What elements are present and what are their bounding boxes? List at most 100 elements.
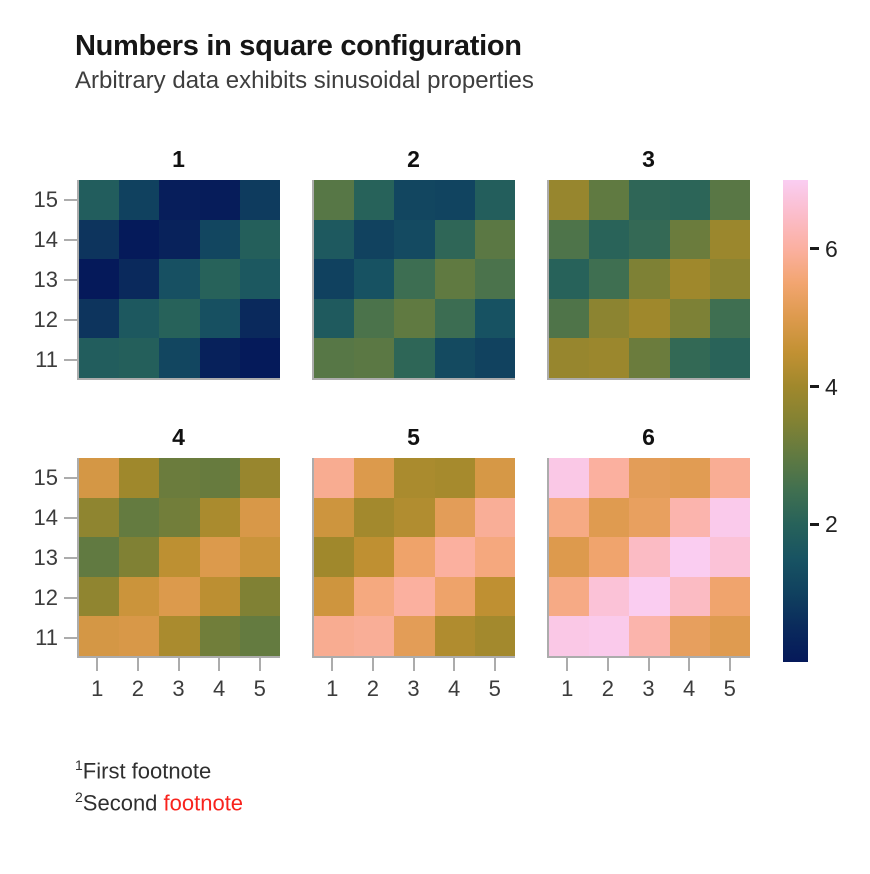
x-axis-tick	[331, 658, 334, 671]
y-axis-tick	[64, 597, 77, 599]
heatmap-cell	[79, 497, 120, 538]
heatmap-cell	[394, 219, 435, 260]
footnote-2-highlight: footnote	[163, 790, 244, 816]
heatmap-cell	[709, 338, 750, 378]
heatmap-cell	[394, 458, 435, 498]
heatmap-cell	[199, 338, 240, 378]
heatmap-cell	[434, 458, 475, 498]
heatmap-cell	[354, 259, 395, 299]
heatmap-cell	[79, 180, 120, 220]
heatmap-cell	[629, 338, 670, 378]
heatmap-cell	[474, 458, 515, 498]
heatmap-cell	[549, 458, 590, 498]
colorbar-tick-label: 2	[825, 511, 838, 538]
heatmap-cell	[314, 576, 355, 617]
heatmap-cell	[474, 259, 515, 299]
heatmap-cell	[119, 298, 160, 339]
heatmap-cell	[549, 298, 590, 339]
heatmap-cell	[314, 537, 355, 577]
x-axis-tick	[218, 658, 221, 671]
heatmap-cell	[474, 537, 515, 577]
heatmap-cell	[394, 180, 435, 220]
heatmap-cell	[629, 259, 670, 299]
y-axis-tick	[64, 319, 77, 321]
heatmap-cell	[314, 458, 355, 498]
heatmap-cell	[549, 497, 590, 538]
heatmap-cell	[669, 537, 710, 577]
heatmap-cell	[709, 458, 750, 498]
heatmap-cell	[239, 616, 280, 656]
heatmap-cell	[394, 537, 435, 577]
heatmap-cell	[314, 259, 355, 299]
heatmap-cell	[354, 180, 395, 220]
colorbar-tick	[810, 247, 819, 251]
heatmap-cell	[79, 298, 120, 339]
heatmap-cell	[354, 219, 395, 260]
heatmap-cell	[629, 298, 670, 339]
heatmap-cell	[669, 338, 710, 378]
x-tick-label: 5	[488, 676, 501, 701]
heatmap-cell	[549, 616, 590, 656]
heatmap-panel-3	[547, 180, 750, 380]
footnote-1: 1First footnote	[75, 757, 211, 784]
heatmap-cell	[549, 537, 590, 577]
heatmap-cell	[354, 298, 395, 339]
heatmap-cell	[589, 497, 630, 538]
heatmap-cell	[394, 338, 435, 378]
y-axis-tick	[64, 637, 77, 639]
heatmap-cell	[474, 338, 515, 378]
heatmap-cell	[239, 219, 280, 260]
heatmap-cell	[549, 338, 590, 378]
heatmap-cell	[434, 537, 475, 577]
heatmap-cell	[629, 576, 670, 617]
heatmap-cell	[589, 338, 630, 378]
x-tick-label: 2	[366, 676, 380, 701]
y-tick-label: 12	[33, 585, 58, 610]
heatmap-cell	[314, 338, 355, 378]
y-axis-tick	[64, 239, 77, 241]
heatmap-cell	[159, 616, 200, 656]
y-tick-label: 14	[33, 505, 58, 530]
heatmap-cell	[239, 298, 280, 339]
heatmap-cell	[119, 458, 160, 498]
heatmap-cell	[629, 537, 670, 577]
heatmap-cell	[199, 219, 240, 260]
colorbar-tick	[810, 522, 819, 526]
colorbar-tick	[810, 385, 819, 389]
heatmap-cell	[354, 616, 395, 656]
heatmap-cell	[239, 180, 280, 220]
heatmap-cell	[434, 497, 475, 538]
facet-label-5: 5	[407, 424, 420, 450]
x-axis-tick	[688, 658, 691, 671]
heatmap-cell	[474, 576, 515, 617]
heatmap-cell	[79, 576, 120, 617]
heatmap-cell	[239, 576, 280, 617]
x-tick-label: 5	[253, 676, 266, 701]
heatmap-cell	[159, 298, 200, 339]
x-tick-label: 5	[723, 676, 736, 701]
heatmap-cell	[159, 338, 200, 378]
y-axis-tick	[64, 279, 77, 281]
facet-label-6: 6	[642, 424, 655, 450]
facet-label-1: 1	[172, 146, 185, 172]
heatmap-cell	[239, 458, 280, 498]
heatmap-cell	[549, 576, 590, 617]
heatmap-cell	[239, 338, 280, 378]
footnote-2-text: Second	[82, 790, 164, 816]
x-axis-tick	[453, 658, 456, 671]
y-tick-label: 13	[33, 267, 58, 292]
heatmap-panel-2	[312, 180, 515, 380]
heatmap-cell	[589, 180, 630, 220]
heatmap-cell	[589, 458, 630, 498]
heatmap-cell	[79, 458, 120, 498]
heatmap-cell	[549, 259, 590, 299]
heatmap-cell	[394, 616, 435, 656]
footnote-1-text: First footnote	[82, 758, 212, 784]
heatmap-cell	[434, 338, 475, 378]
y-tick-label: 15	[33, 465, 58, 490]
heatmap-cell	[239, 259, 280, 299]
heatmap-cell	[709, 298, 750, 339]
x-axis-tick	[493, 658, 496, 671]
heatmap-panel-4	[77, 458, 280, 658]
heatmap-cell	[709, 576, 750, 617]
